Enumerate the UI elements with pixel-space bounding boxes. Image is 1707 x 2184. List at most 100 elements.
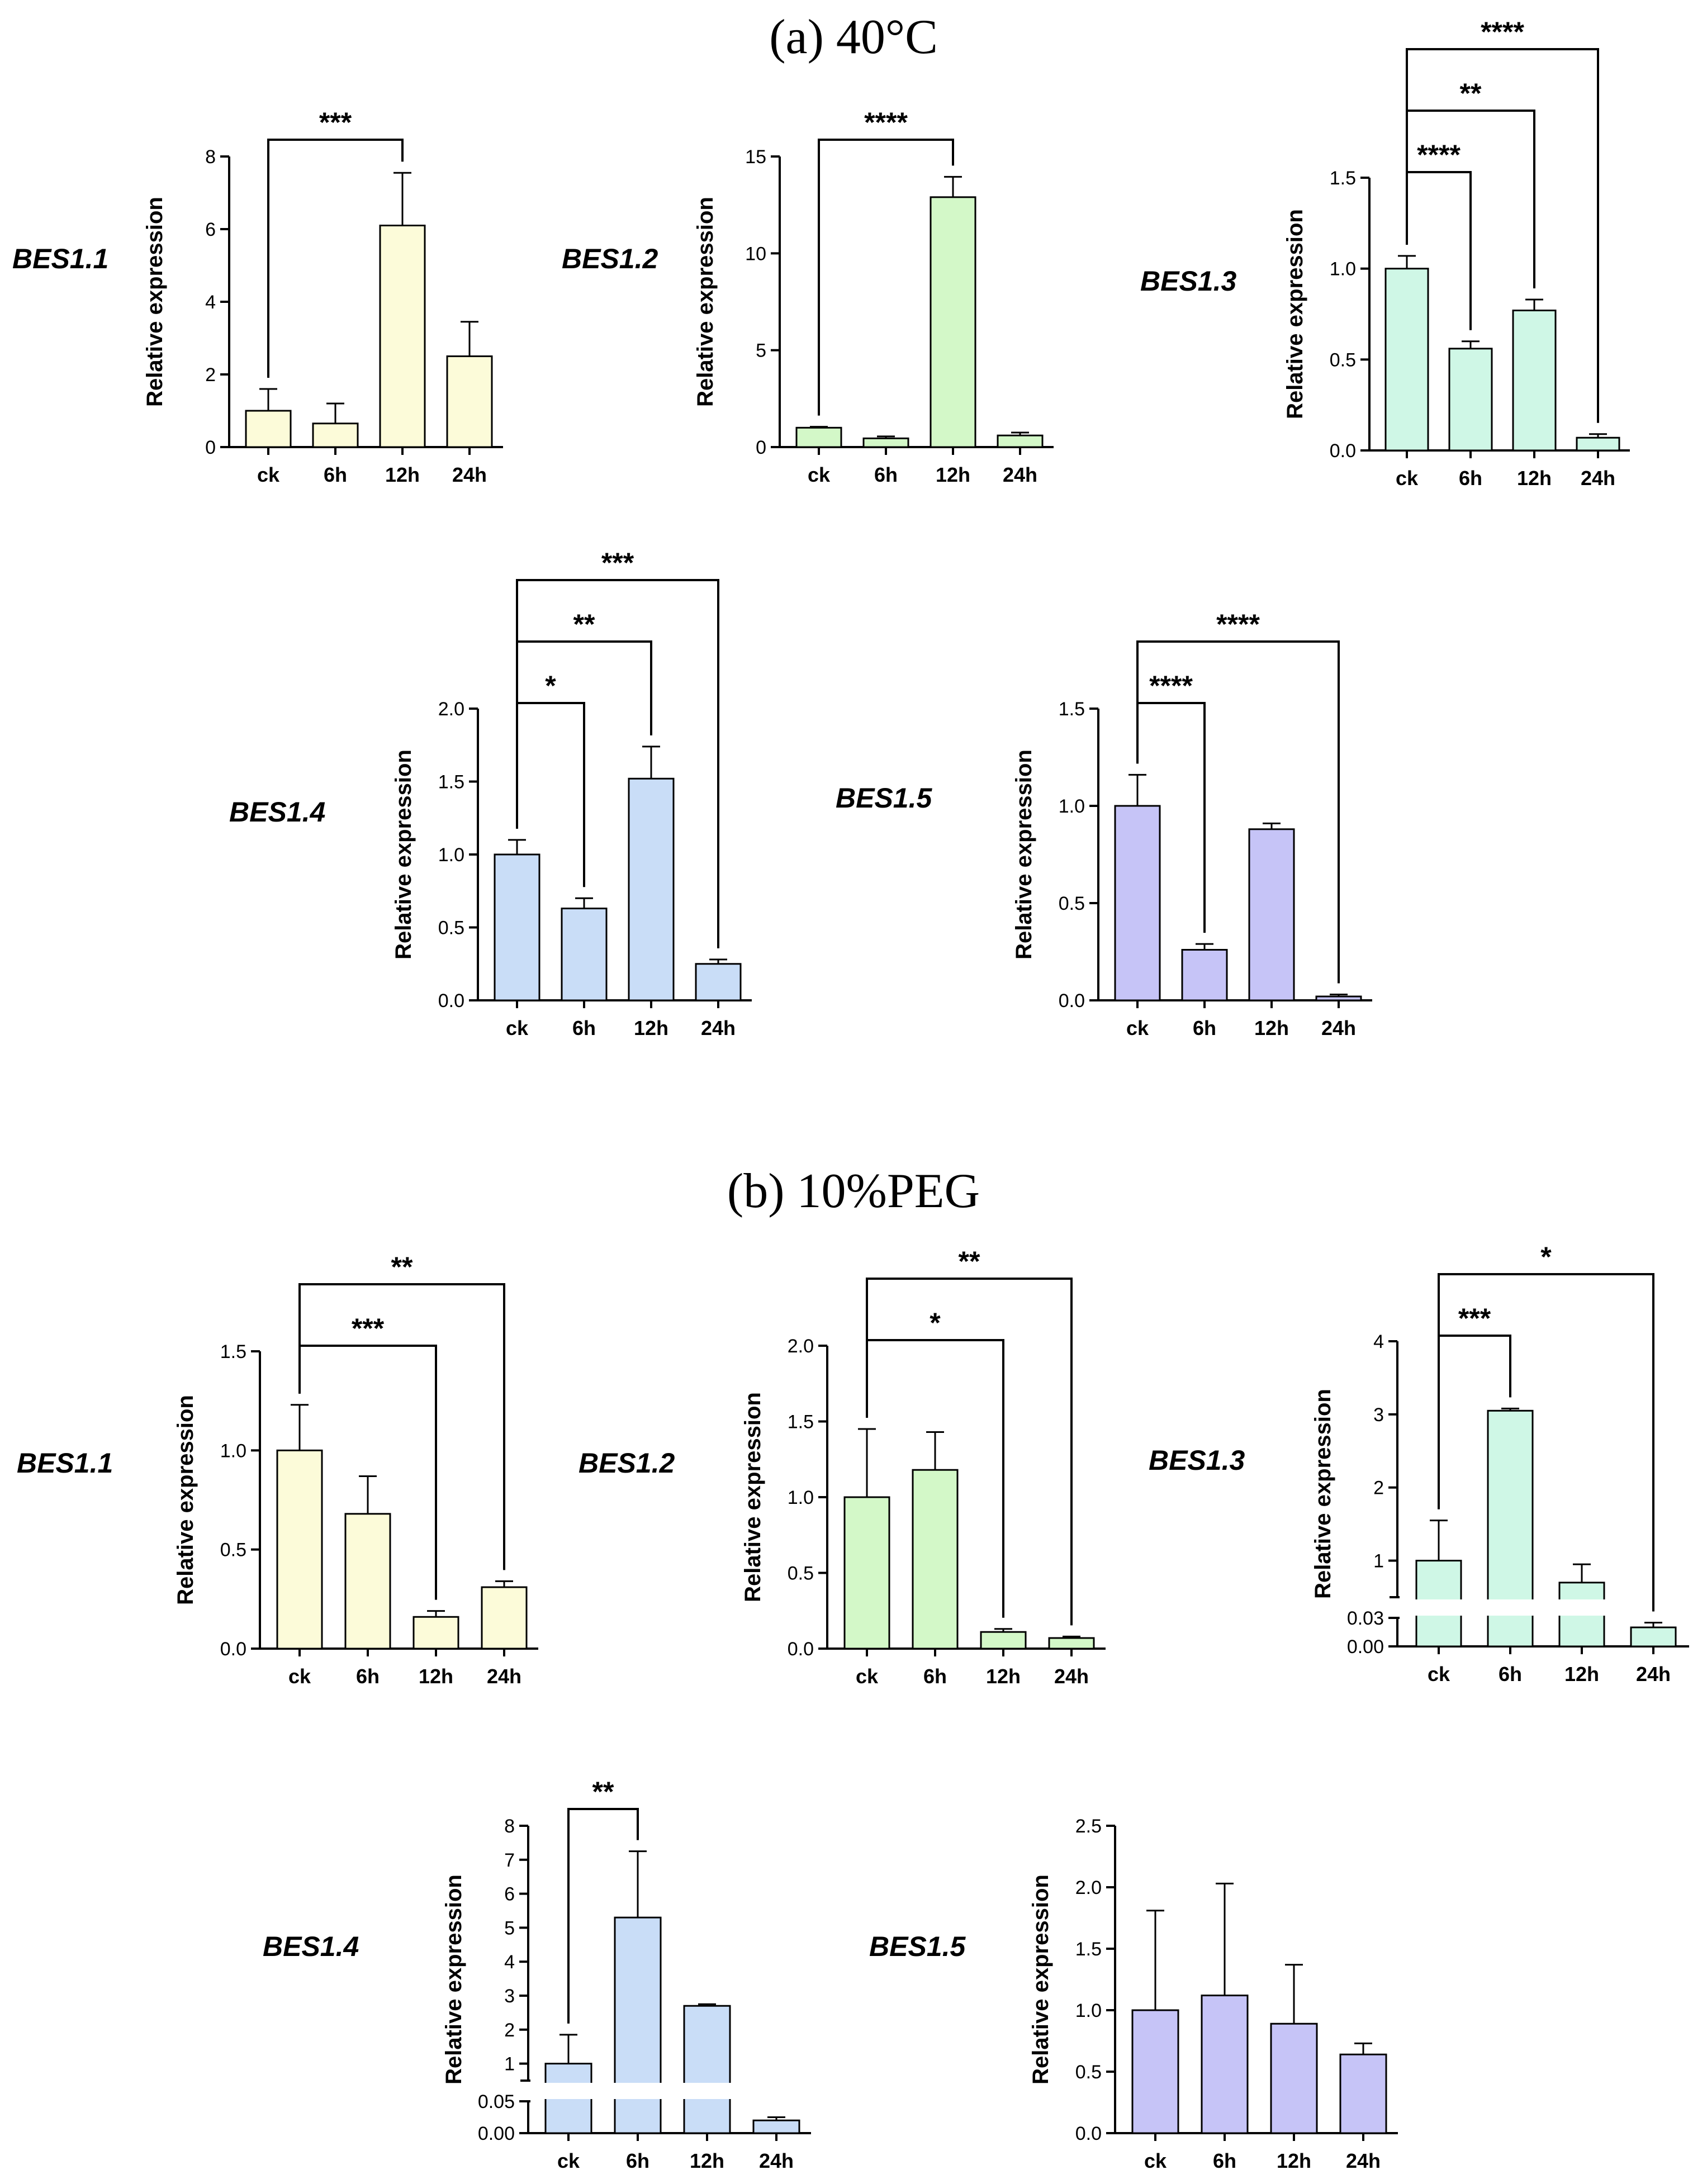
y-tick-label: 2.0 xyxy=(788,1336,814,1357)
axis-break-gap xyxy=(530,2083,813,2099)
bar-ck xyxy=(276,1449,323,1650)
bar-ck xyxy=(494,853,540,1001)
y-tick-label: 1.5 xyxy=(1059,699,1085,720)
bar-ck xyxy=(1114,805,1161,1001)
x-tick-label: ck xyxy=(1396,467,1419,490)
bar-24h xyxy=(1576,436,1620,452)
x-tick-label: 12h xyxy=(986,1665,1021,1688)
y-tick-label: 7 xyxy=(504,1850,515,1871)
significance-bracket xyxy=(267,139,404,378)
bar-24h xyxy=(1630,1626,1677,1648)
gene-label: BES1.5 xyxy=(869,1931,966,1962)
y-tick-label: 5 xyxy=(504,1917,515,1939)
y-tick-label: 3 xyxy=(1373,1404,1384,1426)
bar-6h xyxy=(312,422,359,448)
y-axis-label: Relative expression xyxy=(741,1392,765,1602)
y-tick-label: 8 xyxy=(205,146,216,168)
significance-label: ** xyxy=(592,1776,614,1807)
bar-24h xyxy=(446,355,493,448)
y-tick-label: 0.00 xyxy=(478,2123,515,2144)
x-tick-label: 12h xyxy=(1564,1663,1599,1686)
significance-bracket xyxy=(298,1283,505,1570)
y-tick-label: 0.00 xyxy=(1347,1636,1384,1658)
bar-ck xyxy=(1384,268,1429,452)
x-tick-label: ck xyxy=(288,1665,311,1688)
x-tick-label: 24h xyxy=(1054,1665,1089,1688)
significance-label: *** xyxy=(601,547,634,578)
y-tick-label: 0.0 xyxy=(1330,440,1356,462)
section-title: (b) 10%PEG xyxy=(727,1164,980,1218)
x-tick-label: 24h xyxy=(487,1665,521,1688)
gene-label: BES1.2 xyxy=(562,243,658,274)
x-tick-label: 12h xyxy=(936,463,970,486)
significance-label: * xyxy=(545,670,556,701)
significance-label: * xyxy=(930,1307,941,1338)
y-tick-label: 1.0 xyxy=(788,1487,814,1508)
significance-bracket xyxy=(1438,1273,1654,1612)
significance-bracket xyxy=(516,579,719,948)
bar-6h xyxy=(1181,949,1228,1001)
y-tick-label: 0.5 xyxy=(438,918,464,939)
x-tick-label: 6h xyxy=(1193,1017,1216,1039)
x-tick-label: 6h xyxy=(324,463,347,486)
bar-ck xyxy=(843,1496,890,1650)
significance-bracket xyxy=(818,139,954,416)
significance-label: ** xyxy=(573,609,595,640)
significance-label: *** xyxy=(1458,1303,1491,1334)
y-axis-label: Relative expression xyxy=(1311,1389,1335,1599)
bar-12h xyxy=(930,196,976,448)
significance-bracket xyxy=(1136,640,1340,984)
bar-12h xyxy=(379,225,426,448)
y-tick-label: 0.5 xyxy=(1330,349,1356,371)
bar-6h xyxy=(1201,1995,1249,2134)
bar-12h xyxy=(980,1631,1027,1650)
y-tick-label: 1 xyxy=(504,2054,515,2075)
significance-label: ** xyxy=(959,1246,980,1277)
x-tick-label: ck xyxy=(1144,2149,1167,2172)
y-tick-label: 2 xyxy=(1373,1478,1384,1499)
gene-label: BES1.3 xyxy=(1149,1445,1245,1476)
bar-24h xyxy=(481,1586,528,1650)
x-tick-label: 12h xyxy=(419,1665,453,1688)
bar-24h xyxy=(752,2119,800,2134)
x-tick-label: 24h xyxy=(1321,1017,1356,1039)
y-tick-label: 1.5 xyxy=(438,772,464,793)
bar-6h xyxy=(344,1513,391,1650)
y-tick-label: 1.5 xyxy=(220,1341,246,1362)
y-tick-label: 1.0 xyxy=(1330,259,1356,280)
bar-ck xyxy=(795,426,842,448)
x-tick-label: 12h xyxy=(1254,1017,1289,1039)
y-tick-label: 0 xyxy=(756,437,766,458)
bar-6h xyxy=(1448,348,1493,452)
y-tick-label: 4 xyxy=(1373,1331,1384,1352)
significance-bracket xyxy=(1406,48,1599,423)
bar-6h xyxy=(614,1916,662,2134)
y-axis-label: Relative expression xyxy=(442,1874,466,2085)
significance-bracket xyxy=(866,1278,1073,1626)
bar-24h xyxy=(997,434,1044,448)
y-tick-label: 2.5 xyxy=(1075,1816,1102,1837)
y-tick-label: 0.0 xyxy=(220,1639,246,1660)
panel-BES1-3-heat: BES1.3 Relative expression 0.0 0.5 1.0 1.5 ck 6… xyxy=(1140,16,1630,490)
y-tick-label: 0.0 xyxy=(1075,2123,1102,2144)
y-tick-label: 4 xyxy=(504,1952,515,1973)
y-tick-label: 1.0 xyxy=(1075,2000,1102,2021)
significance-label: *** xyxy=(319,107,352,138)
x-tick-label: 12h xyxy=(385,463,420,486)
x-tick-label: ck xyxy=(808,463,831,486)
bar-12h xyxy=(683,2005,731,2134)
bar-12h xyxy=(628,777,675,1001)
y-axis-label: Relative expression xyxy=(173,1395,198,1605)
gene-label: BES1.1 xyxy=(17,1447,113,1479)
y-axis-label: Relative expression xyxy=(693,197,718,407)
x-tick-label: 24h xyxy=(1346,2149,1381,2172)
y-tick-label: 2.0 xyxy=(1075,1877,1102,1898)
bar-6h xyxy=(561,908,608,1001)
y-tick-label: 1.5 xyxy=(1075,1939,1102,1960)
y-tick-label: 0.5 xyxy=(1059,893,1085,914)
y-axis-label: Relative expression xyxy=(1283,209,1307,419)
y-tick-label: 0.05 xyxy=(478,2091,515,2112)
bar-12h xyxy=(1248,828,1295,1001)
significance-bracket xyxy=(567,1808,639,2024)
bar-12h xyxy=(1270,2022,1318,2134)
